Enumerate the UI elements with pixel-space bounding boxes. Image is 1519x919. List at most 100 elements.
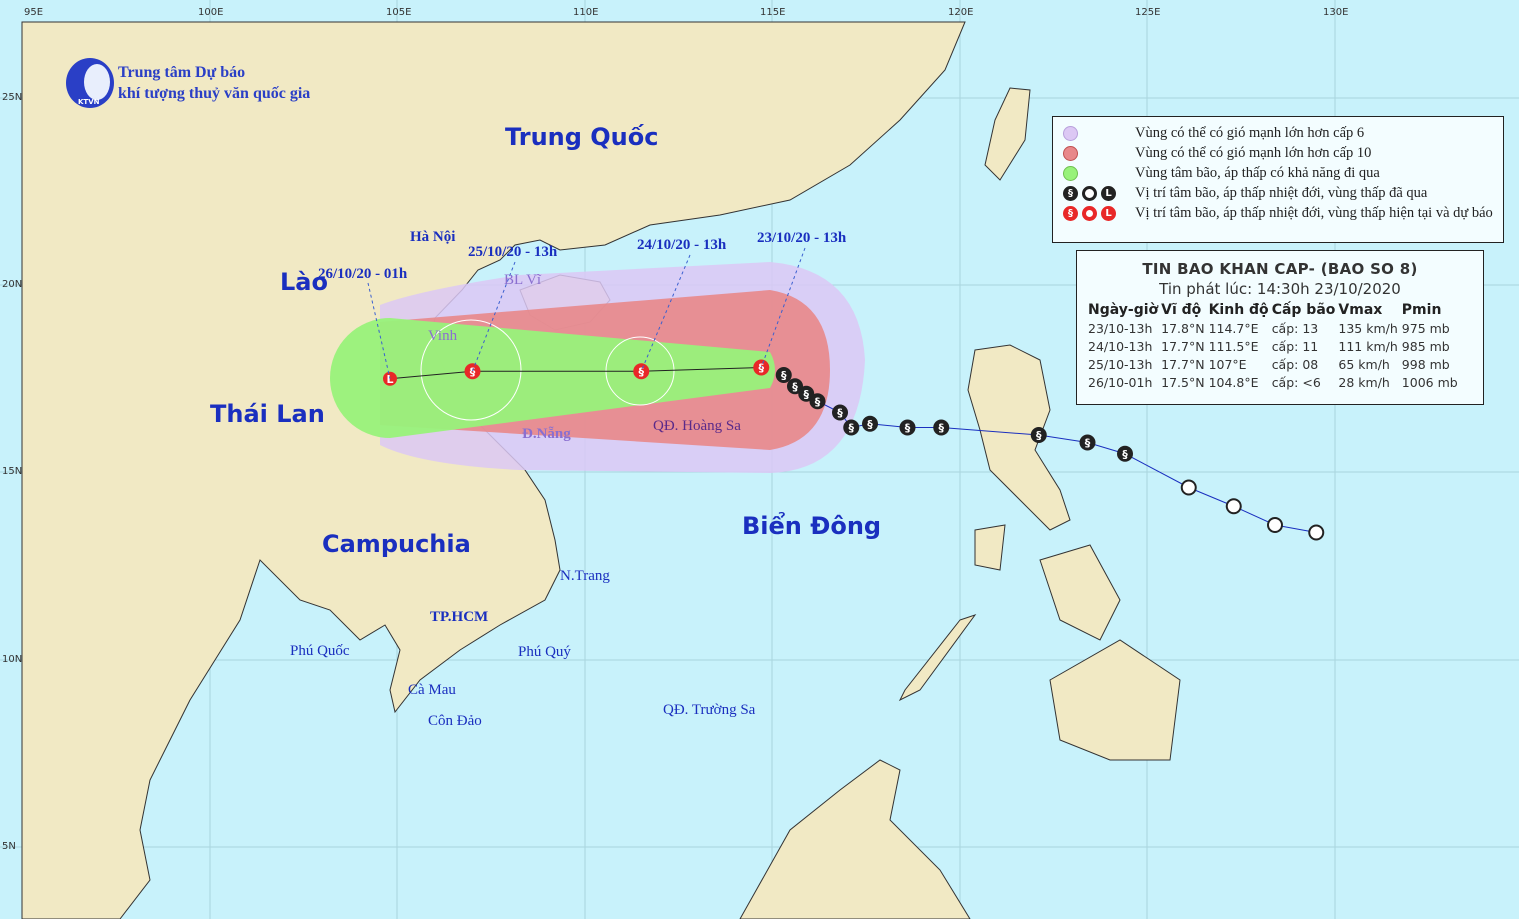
storm-bulletin-panel: TIN BAO KHAN CAP- (BAO SO 8) Tin phát lú… — [1076, 250, 1484, 405]
past-depression-marker — [1225, 498, 1242, 515]
forecast-depression-icon — [1082, 205, 1097, 221]
past-storm-icon: § — [905, 422, 911, 435]
lat-tick: 20N — [2, 279, 23, 290]
past-storm-icon: § — [1122, 448, 1128, 461]
past-storm-icon: § — [792, 380, 798, 393]
place-label: Hà Nội — [410, 229, 456, 245]
past-low-icon: L — [1101, 185, 1116, 201]
palawan-island — [898, 614, 977, 702]
lat-tick: 10N — [2, 654, 23, 665]
track-label-leader — [472, 261, 516, 372]
forecast-storm-icon: § — [759, 362, 765, 375]
legend-item: Vùng tâm bão, áp thấp có khả năng đi qua — [1063, 163, 1503, 183]
past-storm-marker — [843, 419, 860, 436]
logo-emblem: KTVN — [66, 58, 114, 108]
forecast-track-line — [389, 367, 762, 380]
place-label: Côn Đảo — [428, 713, 482, 729]
past-depression-marker — [1180, 479, 1197, 496]
taiwan-island — [984, 87, 1031, 181]
cap10-swatch-icon — [1063, 145, 1078, 161]
track-time-label: 25/10/20 - 13h — [468, 244, 558, 260]
legend: Vùng có thể có gió mạnh lớn hơn cấp 6 Vù… — [1052, 116, 1504, 243]
place-label: Đ.Nẵng — [522, 426, 571, 442]
past-storm-icon: § — [939, 422, 945, 435]
past-storm-marker — [775, 367, 792, 383]
past-storm-marker — [1030, 427, 1047, 443]
visayas-islands — [1039, 544, 1121, 641]
track-time-label: 23/10/20 - 13h — [757, 230, 847, 246]
lon-tick: 115E — [760, 7, 786, 18]
country-label: Campuchia — [322, 530, 471, 558]
borneo-island — [739, 759, 971, 919]
past-storm-marker — [1079, 434, 1096, 451]
past-storm-icon: § — [781, 369, 787, 382]
forecast-low-icon: L — [1101, 205, 1116, 221]
track-time-label: 24/10/20 - 13h — [637, 237, 727, 253]
lon-tick: 100E — [198, 7, 224, 18]
past-depression-marker — [1267, 517, 1283, 533]
table-row: 25/10-13h 17.7°N 107°E cấp: 08 65 km/h 998 mb — [1088, 357, 1450, 372]
lon-tick: 95E — [24, 7, 44, 18]
forecast-cones — [330, 262, 865, 473]
country-label: Thái Lan — [210, 400, 325, 428]
lon-tick: 105E — [386, 7, 412, 18]
place-label: QĐ. Trường Sa — [663, 702, 756, 718]
past-storm-icon: § — [815, 395, 821, 408]
past-storm-marker — [787, 378, 803, 395]
place-label: Cà Mau — [408, 682, 456, 698]
bulletin-issued-time: Tin phát lúc: 14:30h 23/10/2020 — [1159, 280, 1401, 298]
past-storm-icon: § — [837, 407, 843, 420]
past-storm-icon: § — [1085, 437, 1091, 450]
past-storm-icon: § — [1036, 429, 1042, 442]
place-label: TP.HCM — [430, 609, 489, 625]
place-label: Phú Quý — [518, 644, 571, 660]
country-label: Lào — [280, 268, 328, 296]
lat-tick: 5N — [2, 841, 16, 852]
lon-tick: 125E — [1135, 7, 1161, 18]
forecast-low-icon: L — [386, 373, 393, 386]
track-time-label: 26/10/20 - 01h — [318, 266, 408, 282]
mindanao-island — [1049, 639, 1181, 761]
past-storm-icon: § — [1063, 185, 1078, 201]
center-zone-swatch-icon — [1063, 165, 1078, 181]
past-storm-marker — [832, 404, 848, 421]
place-label: N.Trang — [560, 568, 610, 584]
lon-tick: 120E — [948, 7, 974, 18]
track-label-leader — [367, 282, 391, 379]
past-storm-marker — [862, 415, 878, 432]
mindoro-island — [974, 524, 1006, 571]
lat-tick: 15N — [2, 466, 23, 477]
legend-item: Vùng có thể có gió mạnh lớn hơn cấp 10 — [1063, 143, 1503, 163]
storm-center-zone — [330, 318, 775, 438]
past-storm-marker — [899, 419, 916, 436]
past-storm-marker — [1117, 445, 1133, 462]
logo-line1: Trung tâm Dự báo — [118, 64, 246, 81]
logo-line2: khí tượng thuỷ văn quốc gia — [118, 85, 311, 102]
forecast-storm-icon: § — [639, 365, 645, 378]
past-storm-icon: § — [804, 388, 810, 401]
table-row: 24/10-13h 17.7°N 111.5°E cấp: 11 111 km/h 985… — [1088, 339, 1450, 354]
place-label: Phú Quốc — [290, 643, 350, 659]
past-storm-icon: § — [867, 418, 873, 431]
cap6-swatch-icon — [1063, 125, 1078, 141]
bulletin-title: TIN BAO KHAN CAP- (BAO SO 8) — [1142, 260, 1418, 278]
kttv-logo: KTVN Trung tâm Dự báo khí tượng thuỷ văn … — [66, 58, 310, 108]
lon-tick: 110E — [573, 7, 599, 18]
past-storm-marker — [809, 393, 826, 410]
place-label: BL Vĩ — [504, 272, 542, 288]
table-row: 26/10-01h 17.5°N 104.8°E cấp: <6 28 km/h 1006… — [1088, 375, 1458, 390]
country-label: Trung Quốc — [505, 123, 659, 151]
legend-item: § L Vị trí tâm bão, áp thấp nhiệt đới, vùn… — [1063, 203, 1503, 223]
bulletin-table: Ngày-giờ Vĩ độ Kinh độ Cấp bão Vmax Pmin 23… — [1088, 302, 1462, 392]
legend-item: Vùng có thể có gió mạnh lớn hơn cấp 6 — [1063, 123, 1503, 143]
past-depression-icon — [1082, 185, 1097, 201]
sea-label: Biển Đông — [742, 512, 882, 540]
past-storm-marker — [798, 385, 815, 402]
place-label: Vinh — [428, 328, 458, 344]
legend-item: § L Vị trí tâm bão, áp thấp nhiệt đới, vùn… — [1063, 183, 1503, 203]
forecast-storm-icon: § — [470, 365, 476, 378]
past-depression-marker — [1308, 524, 1325, 541]
lon-tick: 130E — [1323, 7, 1349, 18]
past-storm-marker — [933, 419, 950, 436]
